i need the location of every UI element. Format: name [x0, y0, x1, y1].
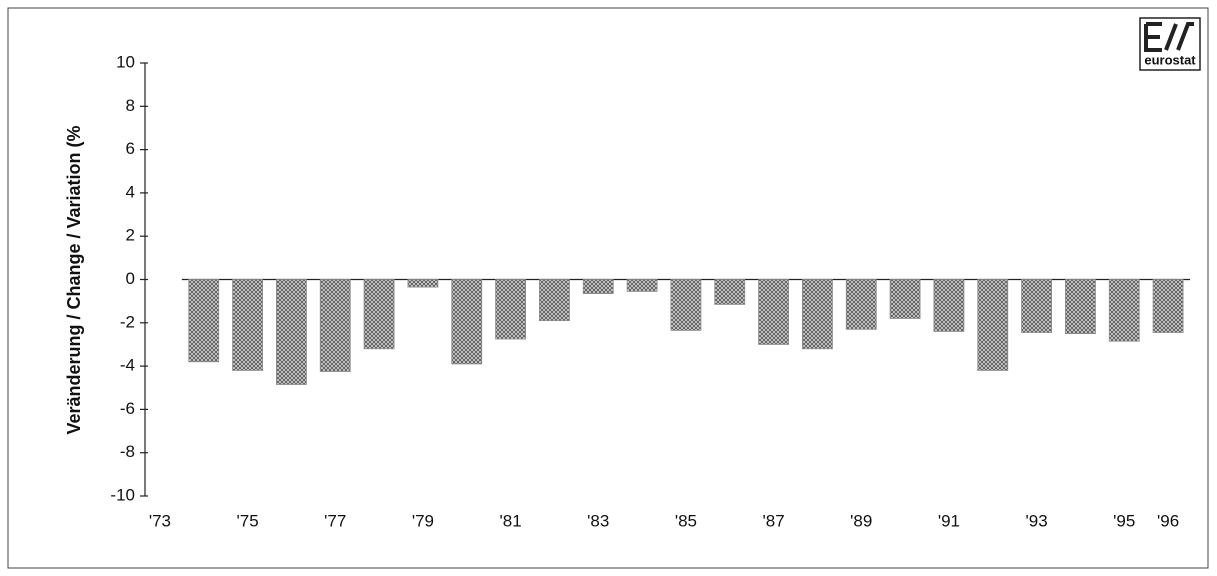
- x-tick-label: '79: [412, 511, 434, 530]
- bar: [845, 279, 877, 330]
- logo-text: eurostat: [1144, 52, 1196, 67]
- y-tick-label: -6: [120, 399, 135, 418]
- bar: [1152, 279, 1184, 333]
- x-tick-label: '73: [149, 511, 171, 530]
- bar: [802, 279, 833, 350]
- y-tick-label: 0: [126, 269, 135, 288]
- logo: eurostat: [1139, 17, 1201, 71]
- x-tick-label: '87: [763, 511, 785, 530]
- bar: [1065, 279, 1096, 335]
- bar: [539, 279, 570, 322]
- bar: [1108, 279, 1140, 342]
- bar: [276, 279, 307, 385]
- y-tick-label: -8: [120, 442, 135, 461]
- x-tick-label: '81: [500, 511, 522, 530]
- x-tick-label: '96: [1157, 511, 1179, 530]
- bar: [232, 279, 263, 371]
- x-tick-label: '85: [675, 511, 697, 530]
- x-tick-label: '77: [324, 511, 346, 530]
- y-tick-label: 8: [126, 96, 135, 115]
- bar: [758, 279, 789, 345]
- frame: [7, 7, 1209, 569]
- bar: [977, 279, 1009, 371]
- y-axis-label: Veränderung / Change / Variation (%: [64, 125, 84, 434]
- x-tick-label: '93: [1026, 511, 1048, 530]
- y-tick-label: 4: [126, 182, 135, 201]
- bar: [495, 279, 526, 340]
- x-tick-label: '91: [938, 511, 960, 530]
- x-tick-label: '75: [237, 511, 259, 530]
- bar: [451, 279, 483, 365]
- bar: [714, 279, 746, 305]
- bar: [319, 279, 351, 372]
- x-tick-label: '95: [1113, 511, 1135, 530]
- bar: [582, 279, 614, 294]
- x-tick-label: '83: [587, 511, 609, 530]
- bar: [933, 279, 965, 332]
- bar: [626, 279, 658, 292]
- bar: [188, 279, 220, 363]
- bar: [363, 279, 395, 350]
- y-tick-label: -2: [120, 312, 135, 331]
- bar: [1021, 279, 1052, 333]
- bar: [670, 279, 702, 331]
- y-tick-label: -4: [120, 356, 135, 375]
- y-tick-label: -10: [110, 485, 135, 504]
- bar: [889, 279, 921, 319]
- y-tick-label: 6: [126, 139, 135, 158]
- y-tick-label: 10: [116, 52, 135, 71]
- x-tick-label: '89: [850, 511, 872, 530]
- y-tick-label: 2: [126, 226, 135, 245]
- bar: [407, 279, 439, 288]
